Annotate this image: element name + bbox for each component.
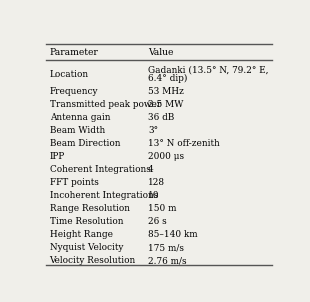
Text: 36 dB: 36 dB — [148, 113, 174, 122]
Text: 13° N off-zenith: 13° N off-zenith — [148, 139, 220, 148]
Text: FFT points: FFT points — [50, 178, 99, 187]
Text: 4: 4 — [148, 165, 154, 174]
Text: 85–140 km: 85–140 km — [148, 230, 198, 239]
Text: 2.5 MW: 2.5 MW — [148, 100, 184, 109]
Text: Antenna gain: Antenna gain — [50, 113, 110, 122]
Text: IPP: IPP — [50, 152, 65, 161]
Text: Parameter: Parameter — [50, 48, 98, 57]
Text: Velocity Resolution: Velocity Resolution — [50, 256, 136, 265]
Text: 2000 μs: 2000 μs — [148, 152, 184, 161]
Text: Range Resolution: Range Resolution — [50, 204, 130, 213]
Text: Frequency: Frequency — [50, 87, 98, 96]
Text: Incoherent Integrations: Incoherent Integrations — [50, 191, 158, 200]
Text: 175 m/s: 175 m/s — [148, 243, 184, 252]
Text: Beam Direction: Beam Direction — [50, 139, 120, 148]
Text: 53 MHz: 53 MHz — [148, 87, 184, 96]
Text: Nyquist Velocity: Nyquist Velocity — [50, 243, 123, 252]
Text: 150 m: 150 m — [148, 204, 177, 213]
Text: Location: Location — [50, 69, 89, 79]
Text: Value: Value — [148, 48, 173, 57]
Text: 128: 128 — [148, 178, 165, 187]
Text: Transmitted peak power: Transmitted peak power — [50, 100, 161, 109]
Text: Beam Width: Beam Width — [50, 126, 105, 135]
Text: 2.76 m/s: 2.76 m/s — [148, 256, 187, 265]
Text: Coherent Integrations: Coherent Integrations — [50, 165, 150, 174]
Text: Height Range: Height Range — [50, 230, 113, 239]
Text: Gadanki (13.5° N, 79.2° E,: Gadanki (13.5° N, 79.2° E, — [148, 66, 268, 75]
Text: 3°: 3° — [148, 126, 158, 135]
Text: 26 s: 26 s — [148, 217, 167, 226]
Text: 10: 10 — [148, 191, 160, 200]
Text: Time Resolution: Time Resolution — [50, 217, 123, 226]
Text: 6.4° dip): 6.4° dip) — [148, 74, 188, 83]
